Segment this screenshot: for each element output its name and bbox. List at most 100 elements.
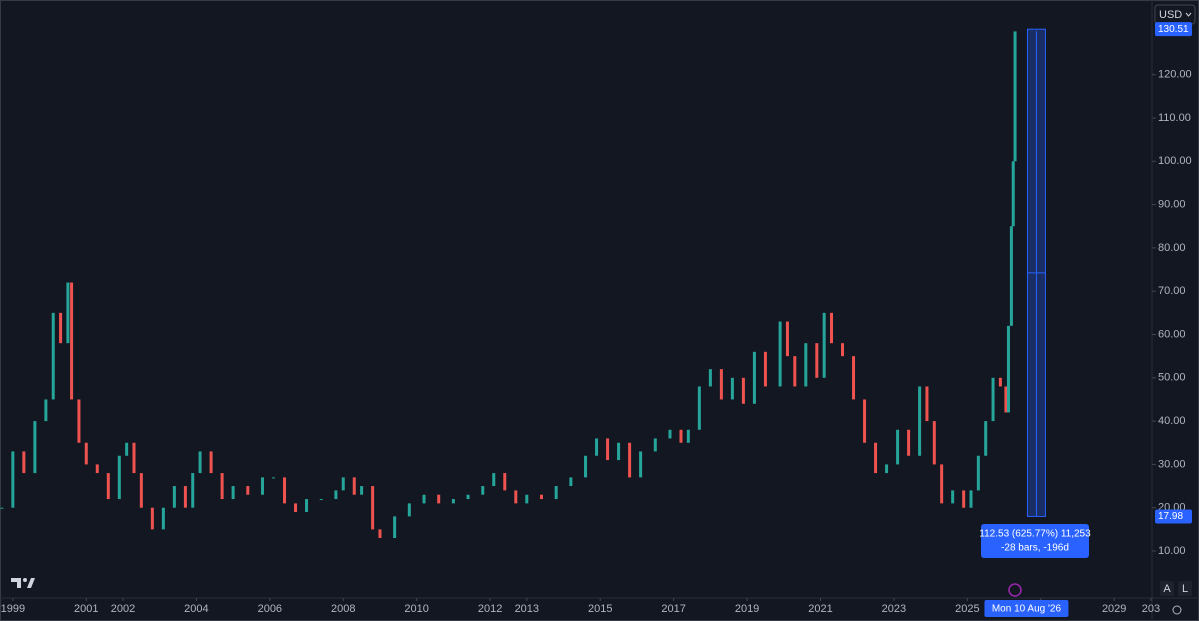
x-tick-label: 2008 [331,603,355,615]
y-tick-label: 120.00 [1158,69,1192,81]
candle [125,442,129,456]
candle [708,369,712,387]
candle [246,486,250,495]
candle [1011,161,1015,227]
candle [984,421,988,456]
candle [371,486,375,530]
measure-text: 112.53 (625.77%) 11,253 [979,529,1091,540]
candle [907,429,911,456]
candle [730,377,734,400]
candle [59,312,63,344]
candle [11,451,15,508]
candle [653,438,657,452]
x-tick-label: 2019 [735,603,759,615]
candle [639,451,643,478]
candle [466,494,470,500]
candle [334,490,338,500]
candle [932,421,936,465]
x-tick-label: 2001 [74,603,98,615]
y-tick-label: 100.00 [1158,155,1192,167]
candle [451,499,455,504]
x-tick-label: 203 [1142,603,1160,615]
logo [11,578,35,588]
candle [830,312,834,344]
candle [804,343,808,387]
candle [1013,31,1017,162]
y-tick-label: 80.00 [1158,242,1186,254]
candle [741,377,745,404]
log-button[interactable] [1178,581,1192,596]
candle [852,356,856,400]
candle [33,421,37,474]
price-label: 130.51 [1158,24,1189,35]
candle [481,486,485,495]
candle [66,282,70,344]
candle [95,464,99,474]
candle [525,494,529,504]
candle [132,442,136,474]
candle [1004,386,1008,413]
candle [84,442,88,465]
auto-label[interactable]: A [1163,583,1171,595]
candle [139,473,143,508]
currency-label[interactable]: USD [1159,9,1182,21]
candle [918,386,922,456]
candle [951,490,955,504]
candle [595,438,599,456]
candle [925,386,929,422]
candle [785,321,789,357]
candle [896,429,900,465]
candle [305,499,309,513]
candle [697,386,701,430]
x-tick-label: 2012 [478,603,502,615]
candle [606,438,610,461]
y-tick-label: 50.00 [1158,372,1186,384]
candle [260,477,264,495]
candle [492,473,496,487]
crosshair-date-bg [984,600,1069,617]
candle [393,516,397,539]
candle [752,351,756,404]
candle [209,451,213,474]
candle [271,477,275,479]
x-tick-label: 2025 [955,603,979,615]
candle [319,499,323,501]
candle [998,377,1002,387]
candle [841,343,845,357]
measure-text: -28 bars, -196d [1001,543,1069,554]
crosshair-date: Mon 10 Aug '26 [992,604,1062,615]
candle [617,442,621,461]
x-tick-label: 2010 [404,603,428,615]
candle [686,429,690,443]
y-tick-label: 70.00 [1158,285,1186,297]
candle [628,442,632,478]
candle [763,351,767,387]
candle [70,282,74,400]
event-icon[interactable] [1008,583,1022,597]
auto-button[interactable] [1160,581,1174,596]
y-tick-label: 110.00 [1158,112,1191,124]
x-tick-label: 2023 [882,603,906,615]
candle [668,429,672,439]
y-tick-label: 60.00 [1158,328,1186,340]
x-tick-label: 2021 [808,603,832,615]
candle [863,399,867,443]
settings-icon[interactable] [1172,605,1182,615]
x-tick-label: 2002 [111,603,135,615]
x-tick-label: 2013 [515,603,539,615]
candle [44,399,48,422]
candle [1006,325,1010,413]
candle [352,477,356,495]
candle [183,486,187,508]
x-tick-label: 2029 [1102,603,1126,615]
candle [874,442,878,474]
y-tick-label: 30.00 [1158,458,1186,470]
log-label[interactable]: L [1182,583,1188,595]
candle [584,455,588,478]
y-tick-label: 40.00 [1158,415,1186,427]
y-tick-label: 90.00 [1158,199,1186,211]
candle [117,455,121,500]
price-label: 17.98 [1158,511,1183,522]
